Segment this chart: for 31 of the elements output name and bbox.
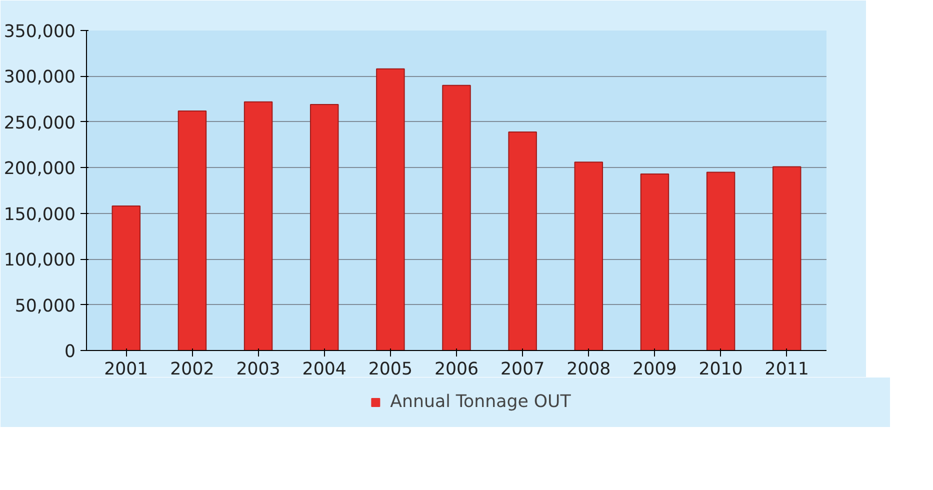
y-tick-label: 150,000	[4, 204, 76, 225]
x-tick-label: 2007	[500, 360, 545, 380]
y-tick-label: 300,000	[4, 68, 76, 88]
bar	[508, 131, 537, 350]
y-tick-label: 0	[64, 342, 76, 362]
x-tick-label: 2001	[104, 360, 148, 380]
bar	[112, 206, 141, 350]
x-tick-label: 2002	[170, 360, 214, 380]
x-tick-label: 2003	[236, 360, 280, 380]
x-tick-label: 2010	[698, 360, 743, 380]
bar	[706, 172, 736, 350]
bar	[442, 84, 471, 350]
x-tick-label: 2009	[632, 360, 677, 380]
x-tick-label: 2006	[434, 360, 479, 380]
y-tick-label: 100,000	[4, 250, 76, 271]
y-tick-label: 50,000	[14, 296, 76, 316]
bar	[376, 68, 405, 350]
x-tick-label: 2011	[764, 360, 809, 380]
x-tick-label: 2004	[302, 360, 346, 380]
bar	[772, 166, 802, 350]
y-tick-label: 350,000	[4, 22, 76, 42]
bar	[178, 110, 207, 350]
x-tick-label: 2008	[566, 360, 611, 380]
bar	[244, 101, 273, 350]
y-tick-label: 200,000	[4, 159, 76, 180]
legend-label: Annual Tonnage OUT	[390, 392, 571, 412]
bar	[310, 104, 339, 350]
y-tick-label: 250,000	[4, 113, 76, 134]
bar	[574, 162, 604, 350]
bar	[640, 174, 670, 350]
x-tick-label: 2005	[368, 360, 412, 380]
